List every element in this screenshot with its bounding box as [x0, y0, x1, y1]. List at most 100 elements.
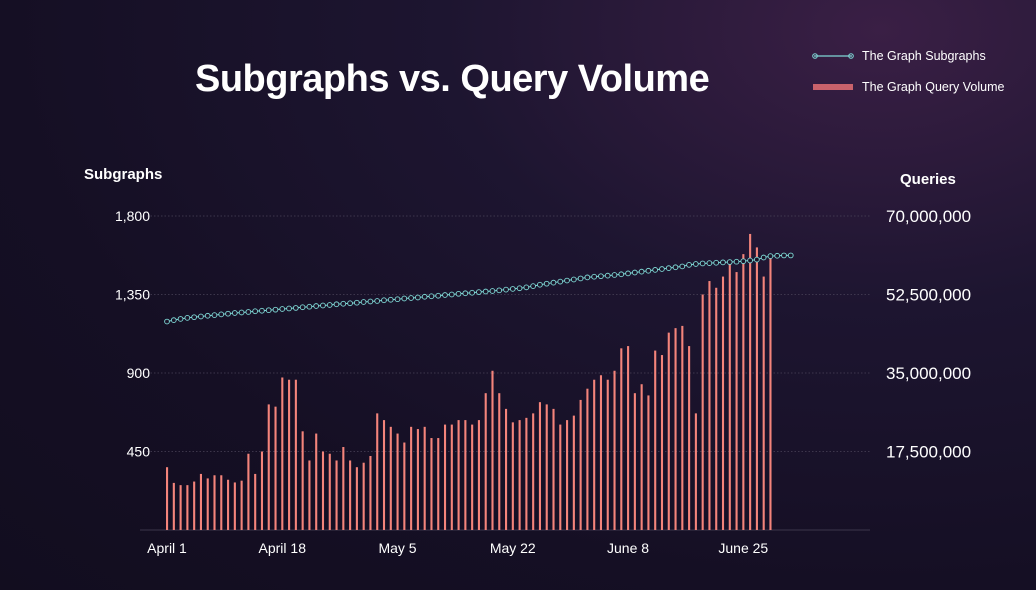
line-point-subgraphs	[550, 279, 557, 286]
bar-query-volume	[694, 413, 697, 530]
line-point-subgraphs	[659, 266, 665, 272]
line-point-subgraphs	[754, 256, 760, 263]
bar-query-volume	[735, 272, 738, 530]
line-point-subgraphs	[733, 258, 740, 265]
bar-query-volume	[674, 328, 677, 530]
bar-query-volume	[654, 350, 657, 530]
bar-query-volume	[220, 475, 223, 530]
line-point-subgraphs	[476, 289, 482, 295]
line-point-subgraphs	[177, 316, 184, 322]
bar-query-volume	[640, 384, 643, 530]
line-point-subgraphs	[570, 276, 577, 283]
line-series-subgraphs	[164, 252, 794, 325]
line-point-subgraphs	[231, 310, 238, 316]
bar-query-volume	[416, 429, 419, 530]
bar-query-volume	[172, 482, 175, 530]
x-tick-label: June 25	[718, 540, 768, 556]
line-point-subgraphs	[170, 317, 177, 323]
bar-query-volume	[355, 467, 358, 530]
line-point-subgraphs	[313, 303, 320, 309]
bar-query-volume	[518, 420, 521, 530]
line-point-subgraphs	[421, 293, 428, 300]
bar-query-volume	[267, 404, 270, 530]
line-point-subgraphs	[530, 283, 536, 289]
bar-query-volume	[667, 332, 670, 530]
line-point-subgraphs	[265, 307, 272, 314]
bar-query-volume	[240, 480, 243, 530]
line-point-subgraphs	[381, 297, 387, 304]
line-point-subgraphs	[333, 301, 340, 308]
line-point-subgraphs	[496, 287, 503, 294]
bar-query-volume	[227, 479, 230, 530]
line-point-subgraphs	[408, 295, 414, 301]
bar-query-volume	[708, 281, 711, 530]
line-point-subgraphs	[482, 288, 489, 295]
bar-series-queries	[166, 233, 772, 530]
right-axis-title: Queries	[900, 171, 956, 188]
line-point-subgraphs	[787, 252, 794, 259]
bar-query-volume	[294, 379, 297, 530]
left-tick-label: 1,800	[115, 208, 150, 224]
line-point-subgraphs	[740, 258, 747, 265]
line-point-subgraphs	[686, 261, 692, 268]
right-tick-label: 35,000,000	[886, 364, 971, 383]
bar-query-volume	[633, 393, 636, 530]
axis-labels-layer: 1,800 1,350 900 450 70,000,000 52,500,000 35,0…	[115, 207, 971, 556]
line-point-subgraphs	[374, 298, 381, 304]
line-point-subgraphs	[353, 299, 360, 306]
line-point-subgraphs	[259, 307, 265, 314]
bar-query-volume	[274, 406, 277, 530]
bar-query-volume	[498, 393, 501, 530]
right-tick-label: 17,500,000	[886, 443, 971, 462]
line-point-subgraphs	[306, 303, 313, 310]
line-point-subgraphs	[428, 293, 435, 300]
bar-query-volume	[254, 473, 257, 530]
line-point-subgraphs	[191, 314, 197, 321]
line-point-subgraphs	[225, 310, 231, 317]
line-point-subgraphs	[672, 264, 679, 271]
x-tick-label: April 18	[259, 540, 307, 556]
line-point-subgraphs	[706, 260, 713, 266]
bar-query-volume	[566, 420, 569, 530]
line-point-subgraphs	[442, 292, 448, 298]
line-point-subgraphs	[279, 306, 286, 312]
bar-query-volume	[410, 426, 413, 530]
left-tick-label: 1,350	[115, 287, 150, 303]
bar-query-volume	[552, 408, 555, 530]
bar-query-volume	[477, 420, 480, 530]
line-point-subgraphs	[604, 272, 611, 279]
line-point-subgraphs	[591, 273, 597, 280]
bar-query-volume	[525, 417, 528, 530]
line-point-subgraphs	[543, 280, 550, 287]
bar-query-volume	[688, 346, 691, 530]
line-point-subgraphs	[272, 306, 279, 313]
line-point-subgraphs	[611, 272, 618, 278]
bar-query-volume	[545, 404, 548, 530]
bar-query-volume	[681, 325, 684, 530]
line-point-subgraphs	[584, 274, 591, 281]
bar-query-volume	[491, 370, 494, 530]
line-point-subgraphs	[448, 291, 455, 298]
bar-query-volume	[586, 388, 589, 530]
legend-label-subgraphs: The Graph Subgraphs	[862, 49, 986, 63]
bar-query-volume	[423, 426, 426, 530]
bar-query-volume	[437, 438, 440, 530]
line-point-subgraphs	[326, 302, 333, 308]
line-point-subgraphs	[726, 259, 733, 265]
bar-query-volume	[443, 424, 447, 530]
bar-query-volume	[484, 393, 487, 530]
line-point-subgraphs	[503, 286, 509, 293]
bar-query-volume	[179, 485, 182, 530]
line-point-subgraphs	[720, 259, 726, 266]
bar-query-volume	[369, 455, 372, 530]
line-point-subgraphs	[394, 296, 401, 303]
bar-query-volume	[450, 424, 453, 530]
line-point-subgraphs	[238, 309, 245, 316]
bar-query-volume	[762, 276, 765, 530]
bar-query-volume	[471, 424, 474, 530]
bar-query-volume	[660, 355, 664, 530]
line-point-subgraphs	[204, 312, 211, 319]
bar-query-volume	[613, 370, 616, 530]
line-point-subgraphs	[462, 290, 469, 297]
